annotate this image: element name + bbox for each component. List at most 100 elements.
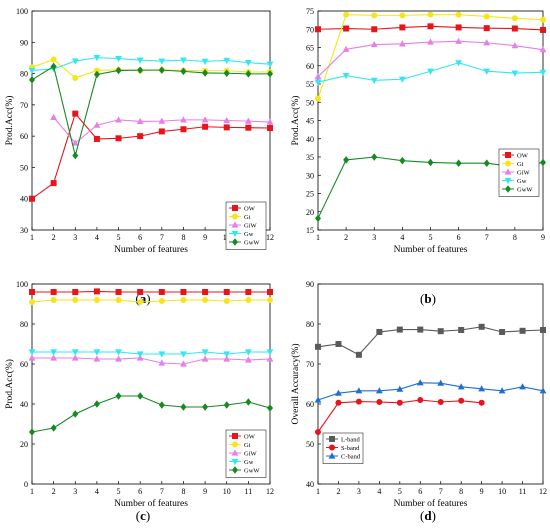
data-point [244, 60, 252, 67]
data-point [342, 45, 350, 52]
data-point [355, 387, 363, 394]
data-point [72, 74, 79, 81]
chart-panel-b: 1 2 3 4 5 6 7 8 915202530354045505560657075Numbe… [290, 7, 547, 255]
data-point [93, 55, 101, 62]
data-point [137, 299, 144, 305]
x-tick-label: 3 [73, 233, 77, 242]
data-point [50, 354, 58, 361]
x-tick-label: 3 [357, 487, 361, 496]
data-point [244, 356, 252, 363]
data-point [180, 116, 187, 123]
x-tick-label: 2 [344, 233, 348, 242]
data-point [417, 397, 424, 403]
data-point [245, 70, 252, 78]
x-axis-title: Number of features [114, 244, 188, 255]
x-tick-label: 6 [457, 233, 461, 242]
y-tick-label: 30 [20, 226, 28, 235]
y-tick-label: 0 [24, 480, 28, 489]
data-point [478, 385, 486, 392]
legend-entry: L-band [341, 436, 361, 443]
data-point [180, 351, 187, 358]
x-tick-label: 8 [181, 233, 185, 242]
x-tick-label: 12 [266, 487, 274, 496]
x-tick-label: 3 [73, 487, 77, 496]
data-point [72, 410, 79, 418]
data-point [314, 79, 322, 86]
data-point [71, 58, 79, 65]
data-point [72, 297, 79, 303]
data-point [115, 349, 122, 356]
data-point [180, 289, 187, 295]
legend-swatch-marker [232, 433, 238, 439]
data-point [201, 355, 209, 362]
series-gw [28, 55, 274, 75]
data-point [201, 349, 209, 356]
data-point [511, 15, 518, 22]
data-point [115, 289, 122, 295]
series-gi [29, 297, 273, 305]
x-tick-label: 6 [418, 487, 422, 496]
data-point [29, 76, 35, 84]
data-point [29, 299, 35, 305]
data-point [137, 392, 144, 400]
legend-swatch-marker [505, 185, 511, 193]
legend-entry: Gi [244, 442, 251, 449]
data-point [223, 57, 231, 65]
data-point [399, 12, 406, 19]
data-point [71, 349, 79, 356]
data-point [201, 116, 209, 123]
data-point [335, 389, 342, 396]
data-point [50, 349, 58, 356]
data-point [376, 329, 383, 335]
y-tick-label: 70 [20, 101, 28, 110]
x-axis-title: Number of features [114, 498, 188, 509]
data-point [427, 68, 434, 75]
data-point [427, 11, 434, 18]
data-point [29, 195, 35, 202]
legend-entry: GiW [244, 222, 258, 229]
data-point [201, 58, 209, 65]
data-point [180, 126, 187, 133]
x-tick-label: 6 [138, 487, 142, 496]
series-ow [29, 288, 273, 295]
legend-swatch-marker [505, 160, 511, 167]
data-point [202, 69, 209, 77]
data-point [396, 399, 403, 406]
data-point [28, 354, 36, 361]
series-line [31, 299, 270, 303]
data-point [455, 159, 462, 168]
data-point [343, 156, 350, 164]
data-point [202, 123, 209, 130]
series-line [317, 382, 544, 401]
y-tick-label: 55 [306, 80, 314, 89]
x-tick-label: 1 [316, 233, 320, 242]
x-tick-label: 8 [181, 487, 185, 496]
x-tick-label: 10 [223, 487, 231, 496]
legend-entry: GwW [517, 186, 533, 193]
data-point [375, 387, 383, 394]
data-point [399, 24, 406, 31]
data-point [180, 67, 187, 76]
y-tick-label: 25 [306, 190, 314, 199]
legend-entry: GiW [517, 169, 531, 176]
x-tick-label: 2 [336, 487, 340, 496]
data-point [266, 118, 274, 125]
data-point [29, 289, 35, 295]
y-tick-label: 100 [16, 7, 28, 16]
plot-frame [317, 283, 544, 485]
x-axis-title: Number of features [394, 244, 468, 255]
data-point [314, 396, 322, 403]
data-point [244, 349, 252, 356]
data-point [315, 95, 321, 102]
data-point [223, 116, 231, 124]
data-point [458, 327, 465, 333]
legend-entry: Gi [517, 161, 524, 168]
y-tick-label: 50 [306, 440, 314, 449]
data-point [223, 401, 230, 409]
data-point [93, 400, 100, 408]
x-tick-label: 9 [541, 233, 545, 242]
